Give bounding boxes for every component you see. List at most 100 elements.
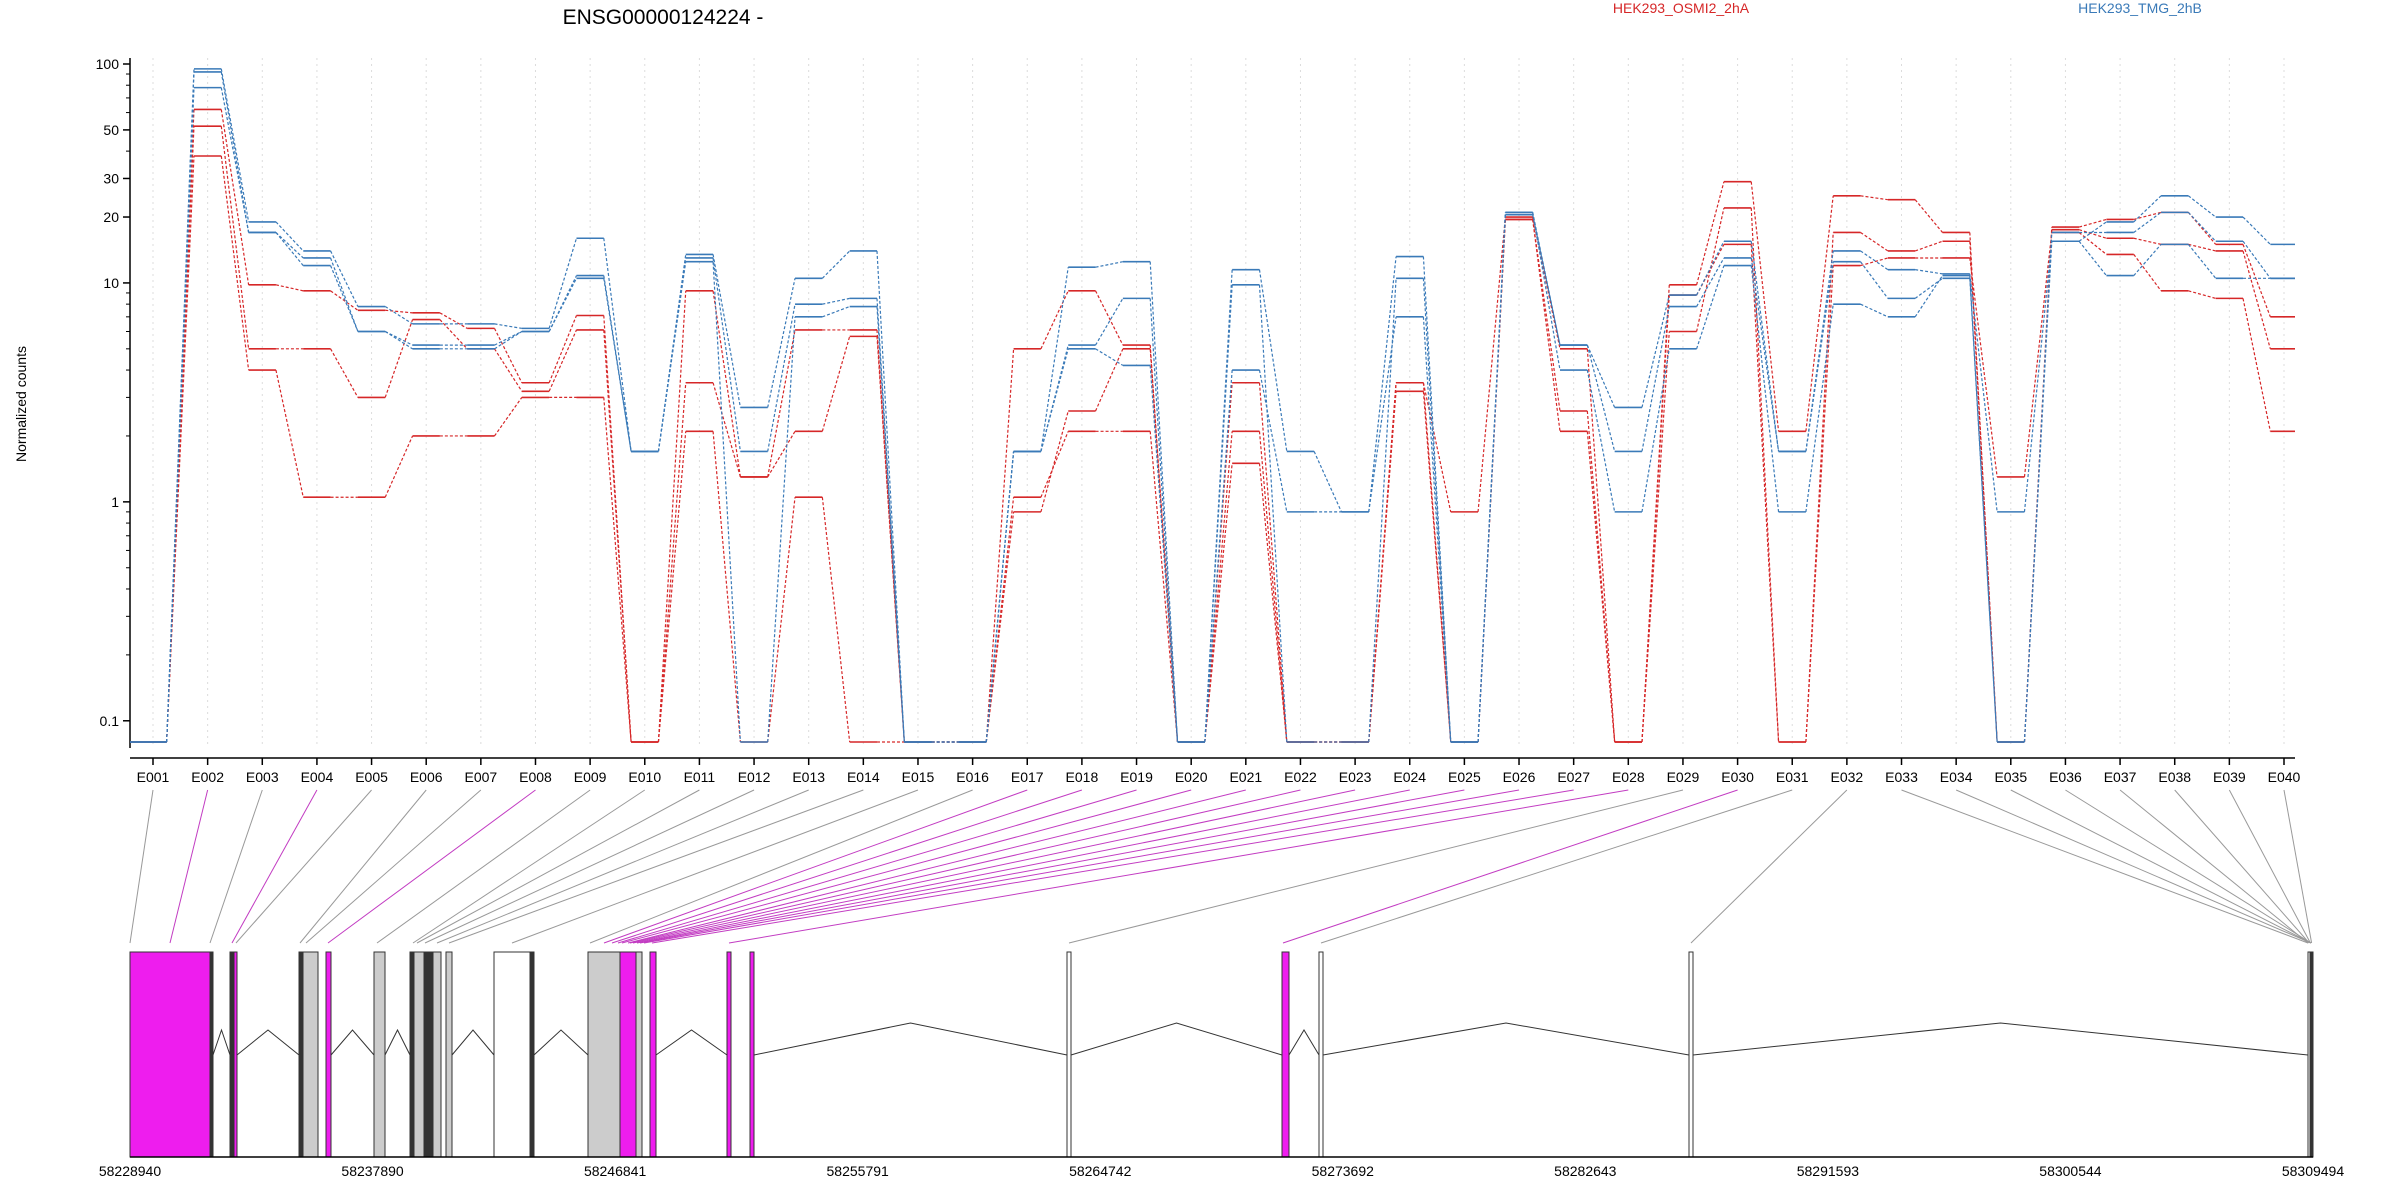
exon-box — [423, 951, 434, 1158]
series-transition — [1095, 298, 1124, 346]
series-transition — [1860, 303, 1889, 318]
exon-connector — [728, 789, 1629, 944]
series-transition — [1040, 290, 1069, 350]
exon-box — [373, 951, 386, 1158]
series-transition — [1313, 451, 1342, 513]
exon-box — [1066, 951, 1072, 1158]
series-transition — [330, 250, 359, 307]
exon-connector — [1901, 789, 2309, 944]
series-transition — [1805, 265, 1834, 743]
x-tick-label: E026 — [1503, 769, 1536, 785]
exon-connector — [1282, 789, 1738, 944]
intron-line — [451, 1029, 495, 1056]
exon-connector — [1320, 789, 1793, 944]
series-transition — [1860, 257, 1889, 267]
exon-connector — [448, 789, 864, 944]
x-tick-label: E033 — [1885, 769, 1918, 785]
series-transition — [330, 348, 359, 398]
series-transition — [1805, 250, 1834, 452]
exon-connector — [1955, 789, 2312, 944]
exon-box — [432, 951, 442, 1158]
y-tick-label: 30 — [103, 170, 119, 186]
series-transition — [220, 155, 250, 371]
series-transition — [767, 431, 796, 478]
series-transition — [1586, 344, 1616, 452]
series-transition — [1149, 261, 1179, 743]
series-transition — [712, 261, 741, 743]
exon-connector — [2010, 789, 2312, 944]
exon-connector — [643, 789, 1520, 944]
series-transition — [1258, 382, 1288, 743]
series-transition — [1969, 257, 1998, 477]
series-transition — [2242, 244, 2271, 318]
series-transition — [439, 312, 468, 329]
exon-connector — [436, 789, 809, 944]
series-transition — [821, 336, 851, 432]
series-transition — [1805, 195, 1834, 432]
series-transition — [821, 497, 851, 743]
series-transition — [2242, 240, 2271, 279]
series-transition — [1477, 212, 1506, 743]
series-transition — [1860, 261, 1889, 299]
series-transition — [603, 238, 632, 452]
series-transition — [1149, 431, 1179, 743]
series-transition — [985, 348, 1015, 743]
series-transition — [1696, 257, 1725, 307]
series-transition — [2242, 216, 2271, 245]
series-transition — [1532, 214, 1561, 346]
series-transition — [2133, 211, 2162, 233]
series-transition — [1532, 219, 1561, 432]
x-tick-label: E039 — [2213, 769, 2246, 785]
x-tick-label: E024 — [1393, 769, 1426, 785]
series-transition — [876, 250, 905, 743]
series-transition — [1641, 306, 1670, 452]
genomic-tick-label: 58282643 — [1554, 1163, 1617, 1179]
series-transition — [2187, 244, 2217, 279]
x-tick-label: E021 — [1229, 769, 1262, 785]
series-transition — [494, 348, 523, 392]
series-transition — [275, 284, 304, 292]
x-tick-label: E008 — [519, 769, 552, 785]
series-transition — [1095, 348, 1124, 366]
exon-box — [2309, 951, 2314, 1158]
x-tick-label: E037 — [2104, 769, 2137, 785]
exon-connector — [2174, 789, 2310, 944]
x-tick-label: E032 — [1831, 769, 1864, 785]
x-tick-label: E013 — [792, 769, 825, 785]
x-tick-label: E023 — [1339, 769, 1372, 785]
series-transition — [1750, 257, 1780, 452]
series-transition — [2078, 218, 2107, 228]
exon-connector — [603, 789, 1028, 944]
exon-connector — [636, 789, 1410, 944]
series-lines — [130, 68, 2295, 743]
exon-connector — [327, 789, 536, 944]
series-transition — [220, 109, 250, 285]
x-tick-label: E034 — [1940, 769, 1973, 785]
grid-lines — [152, 58, 2285, 748]
series-transition — [548, 315, 578, 383]
genomic-tick-label: 58246841 — [584, 1163, 647, 1179]
series-transition — [1258, 284, 1288, 743]
series-transition — [1149, 298, 1179, 743]
genomic-tick-label: 58255791 — [827, 1163, 890, 1179]
gene-model: 58228940 58237890 58246841 58255791 58264742… — [99, 951, 2344, 1179]
series-transition — [2078, 232, 2107, 255]
exon-connector — [589, 789, 973, 944]
exon-connector — [2065, 789, 2312, 944]
intron-line — [753, 1022, 1068, 1056]
series-transition — [603, 329, 632, 743]
series-transition — [1258, 269, 1288, 452]
series-transition — [493, 328, 523, 384]
series-transition — [494, 323, 522, 329]
exon-box — [587, 951, 621, 1158]
exon-box — [445, 951, 453, 1158]
x-tick-label: E004 — [301, 769, 334, 785]
exon-connector — [376, 789, 591, 944]
series-transition — [330, 257, 359, 332]
exon-connector — [2228, 789, 2311, 944]
exon-connector — [2283, 789, 2313, 944]
exon-connector — [617, 789, 1137, 944]
series-transition — [330, 290, 359, 311]
series-transition — [1095, 261, 1123, 268]
x-tick-label: E014 — [847, 769, 880, 785]
